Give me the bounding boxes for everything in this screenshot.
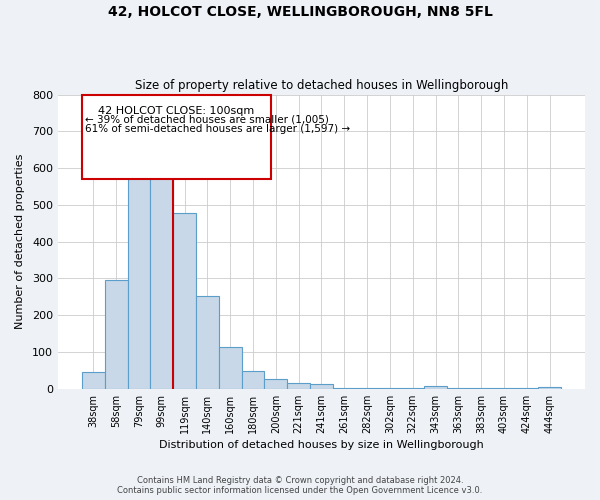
Bar <box>82 94 271 179</box>
Text: ← 39% of detached houses are smaller (1,005): ← 39% of detached houses are smaller (1,… <box>85 115 329 125</box>
Title: Size of property relative to detached houses in Wellingborough: Size of property relative to detached ho… <box>135 79 508 92</box>
Bar <box>515 388 538 389</box>
Bar <box>265 378 287 389</box>
Bar <box>310 384 333 389</box>
Text: 42 HOLCOT CLOSE: 100sqm: 42 HOLCOT CLOSE: 100sqm <box>98 106 255 116</box>
Bar <box>151 143 173 389</box>
X-axis label: Distribution of detached houses by size in Wellingborough: Distribution of detached houses by size … <box>159 440 484 450</box>
Bar <box>287 384 310 389</box>
Text: 42, HOLCOT CLOSE, WELLINGBOROUGH, NN8 5FL: 42, HOLCOT CLOSE, WELLINGBOROUGH, NN8 5F… <box>107 5 493 19</box>
Bar <box>105 280 128 389</box>
Bar <box>82 372 105 389</box>
Text: Contains HM Land Registry data © Crown copyright and database right 2024.
Contai: Contains HM Land Registry data © Crown c… <box>118 476 482 495</box>
Bar <box>447 388 470 389</box>
Bar <box>401 388 424 389</box>
Bar <box>356 388 379 389</box>
Bar <box>379 388 401 389</box>
Text: 61% of semi-detached houses are larger (1,597) →: 61% of semi-detached houses are larger (… <box>85 124 350 134</box>
Bar <box>242 371 265 389</box>
Y-axis label: Number of detached properties: Number of detached properties <box>15 154 25 330</box>
Bar <box>424 386 447 389</box>
Bar <box>173 213 196 389</box>
Bar <box>333 388 356 389</box>
Bar <box>196 296 219 389</box>
Bar <box>470 388 493 389</box>
Bar <box>128 149 151 389</box>
Bar <box>538 387 561 389</box>
Bar <box>493 388 515 389</box>
Bar <box>219 348 242 389</box>
